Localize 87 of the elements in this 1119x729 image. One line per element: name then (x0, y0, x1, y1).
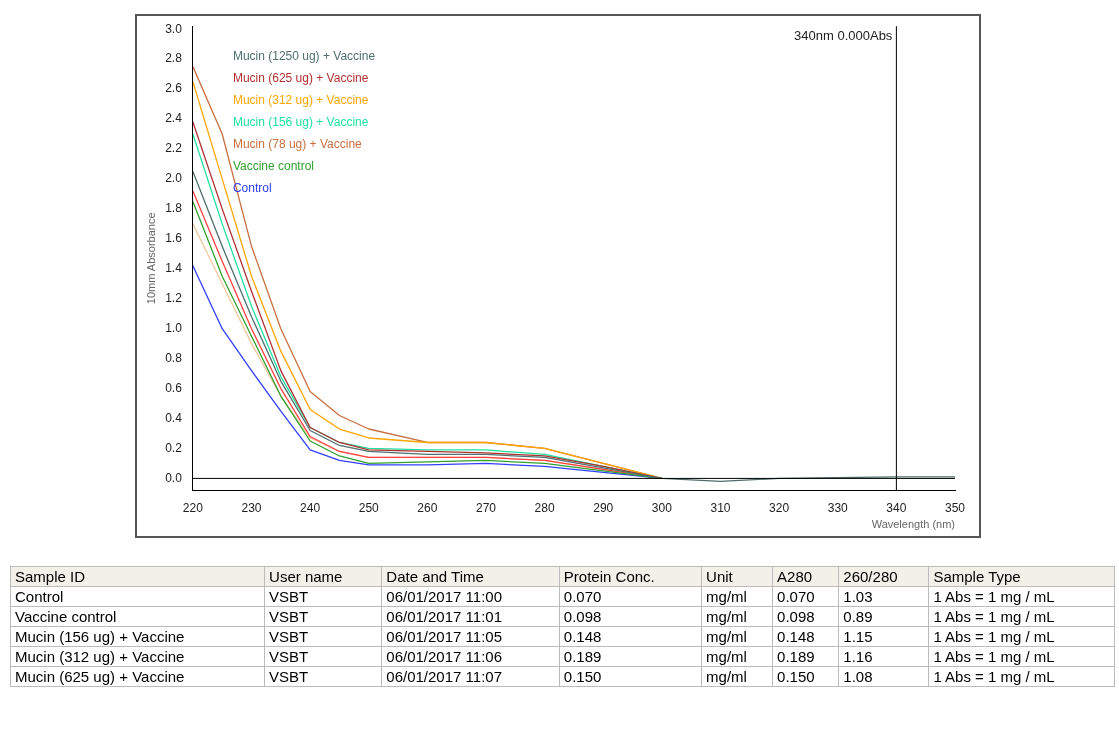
text: A280 (772, 566, 839, 587)
x-tick-label: 330 (827, 500, 849, 515)
text: Protein Conc. (559, 566, 702, 587)
y-tick-label: 1.2 (165, 291, 183, 306)
text: Mucin (625 ug) + Vaccine (232, 70, 369, 85)
text: 0.148 (772, 626, 839, 647)
x-tick-label: 220 (182, 500, 204, 515)
text: Sample ID (10, 566, 265, 587)
text: Mucin (312 ug) + Vaccine (10, 646, 265, 667)
x-axis-title: Wavelength (nm) (871, 518, 955, 531)
text: 0.89 (838, 606, 929, 627)
y-tick-label: 1.6 (165, 231, 183, 246)
text: 06/01/2017 11:06 (381, 646, 560, 667)
x-tick-label: 250 (358, 500, 380, 515)
text: 0.098 (559, 606, 702, 627)
text: mg/ml (701, 666, 773, 687)
text: 1 Abs = 1 mg / mL (928, 606, 1115, 627)
text: Sample Type (928, 566, 1115, 587)
y-tick-label: 3.0 (165, 21, 183, 36)
text: 0.070 (559, 586, 702, 607)
series-label: Mucin (78 ug) + Vaccine (232, 136, 363, 151)
x-tick-label: 300 (651, 500, 673, 515)
x-tick-label: 230 (241, 500, 262, 515)
x-tick-label: 270 (475, 500, 497, 515)
x-tick-label: 320 (769, 500, 790, 515)
x-tick-label: 280 (534, 500, 555, 515)
text: Vaccine control (232, 158, 315, 173)
text: Mucin (312 ug) + Vaccine (232, 92, 369, 107)
text: 06/01/2017 11:00 (381, 586, 560, 607)
x-tick-label: 240 (300, 500, 321, 515)
y-tick-label: 2.6 (165, 81, 183, 96)
y-tick-label: 2.8 (165, 51, 183, 66)
text: Vaccine control (10, 606, 265, 627)
y-tick-label: 2.4 (165, 111, 183, 126)
text: mg/ml (701, 646, 773, 667)
y-tick-label: 2.0 (165, 171, 183, 186)
text: 1.08 (838, 666, 929, 687)
y-axis-title: 10mm Absorbance (144, 212, 157, 305)
y-tick-label: 0.2 (165, 440, 183, 455)
text: 0.098 (772, 606, 839, 627)
text: mg/ml (701, 626, 773, 647)
y-tick-label: 0.6 (165, 380, 183, 395)
x-tick-label: 310 (710, 500, 731, 515)
text: 1 Abs = 1 mg / mL (928, 586, 1115, 607)
y-tick-label: 0.0 (165, 470, 183, 485)
text: Mucin (156 ug) + Vaccine (10, 626, 265, 647)
text: 0.148 (559, 626, 702, 647)
ref-line-label: 340nm 0.000Abs (794, 28, 893, 44)
text: 260/280 (838, 566, 929, 587)
text: mg/ml (701, 606, 773, 627)
y-tick-label: 0.8 (165, 350, 183, 365)
text: Control (10, 586, 265, 607)
text: Mucin (625 ug) + Vaccine (10, 666, 265, 687)
text: mg/ml (701, 586, 773, 607)
text: 1 Abs = 1 mg / mL (928, 666, 1115, 687)
x-tick-label: 340 (886, 500, 907, 515)
x-tick-label: 350 (944, 500, 966, 515)
y-tick-label: 0.4 (165, 410, 183, 425)
text: 1.15 (838, 626, 929, 647)
text: 0.150 (559, 666, 702, 687)
y-tick-label: 1.8 (165, 201, 183, 216)
text: 1.16 (838, 646, 929, 667)
text: Date and Time (381, 566, 560, 587)
text: 06/01/2017 11:01 (381, 606, 560, 627)
text: 0.189 (559, 646, 702, 667)
text: VSBT (264, 666, 382, 687)
text: 1 Abs = 1 mg / mL (928, 626, 1115, 647)
text: Unit (701, 566, 773, 587)
text: 06/01/2017 11:07 (381, 666, 560, 687)
text: Mucin (156 ug) + Vaccine (232, 114, 369, 129)
text: 0.070 (772, 586, 839, 607)
text: 06/01/2017 11:05 (381, 626, 560, 647)
text: 0.189 (772, 646, 839, 667)
text: User name (264, 566, 382, 587)
text: Mucin (1250 ug) + Vaccine (232, 48, 376, 63)
text: 1.03 (838, 586, 929, 607)
y-tick-label: 2.2 (165, 141, 183, 156)
text: VSBT (264, 606, 382, 627)
text: VSBT (264, 586, 382, 607)
x-tick-label: 260 (417, 500, 438, 515)
y-tick-label: 1.0 (165, 320, 183, 335)
x-tick-label: 290 (593, 500, 614, 515)
text: VSBT (264, 626, 382, 647)
text: VSBT (264, 646, 382, 667)
y-tick-label: 1.4 (165, 261, 183, 276)
text: 1 Abs = 1 mg / mL (928, 646, 1115, 667)
text: 0.150 (772, 666, 839, 687)
